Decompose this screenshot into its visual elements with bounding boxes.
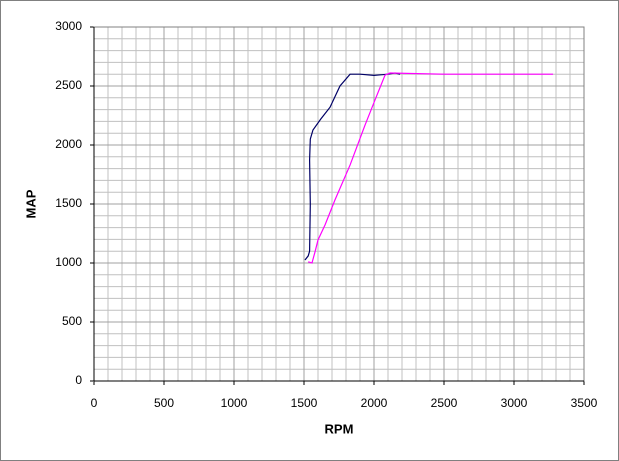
- y-tick-label: 0: [75, 373, 82, 387]
- x-tick-label: 3000: [501, 396, 528, 410]
- series-line: [308, 72, 554, 264]
- y-tick-label: 1500: [55, 196, 82, 210]
- x-tick-label: 0: [91, 396, 98, 410]
- series-line: [304, 72, 401, 261]
- y-axis-title: MAP: [23, 189, 38, 218]
- x-tick-label: 2000: [361, 396, 388, 410]
- x-tick-label: 500: [154, 396, 174, 410]
- x-tick-label: 1000: [221, 396, 248, 410]
- y-tick-label: 2000: [55, 137, 82, 151]
- y-tick-label: 500: [62, 314, 82, 328]
- x-tick-label: 3500: [571, 396, 598, 410]
- x-tick-label: 1500: [291, 396, 318, 410]
- x-tick-label: 2500: [431, 396, 458, 410]
- y-tick-label: 2500: [55, 78, 82, 92]
- y-tick-label: 3000: [55, 19, 82, 33]
- y-tick-label: 1000: [55, 255, 82, 269]
- x-axis-title: RPM: [325, 421, 354, 436]
